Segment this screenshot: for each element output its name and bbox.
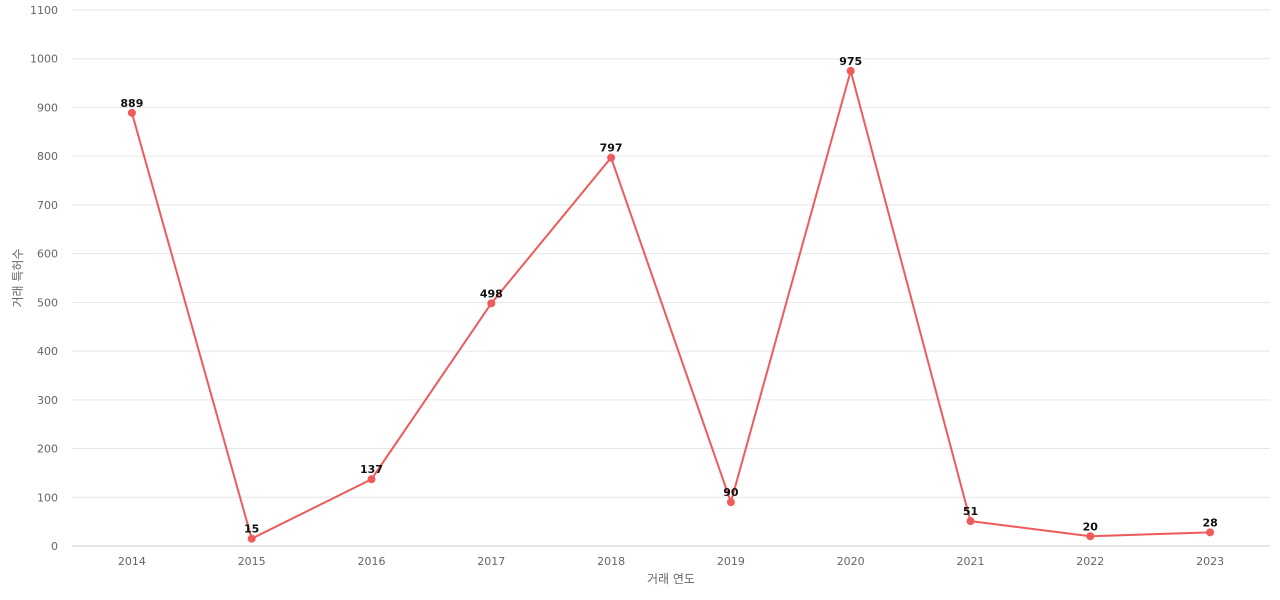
x-tick-label: 2020 bbox=[837, 555, 865, 568]
x-tick-label: 2014 bbox=[118, 555, 146, 568]
x-tick-label: 2017 bbox=[477, 555, 505, 568]
y-tick-label: 900 bbox=[37, 101, 58, 114]
data-points bbox=[127, 66, 1215, 543]
x-tick-label: 2015 bbox=[238, 555, 266, 568]
data-labels: 889 15 137 498 797 90 975 51 20 28 bbox=[120, 55, 1217, 536]
y-tick-label: 700 bbox=[37, 199, 58, 212]
x-axis-title: 거래 연도 bbox=[647, 572, 695, 586]
x-axis-ticks: 2014 2015 2016 2017 2018 2019 2020 2021 2022 2023 bbox=[118, 555, 1224, 568]
data-point[interactable] bbox=[726, 498, 735, 507]
data-point[interactable] bbox=[247, 534, 256, 543]
data-label: 889 bbox=[120, 97, 143, 110]
y-tick-label: 500 bbox=[37, 296, 58, 309]
x-tick-label: 2019 bbox=[717, 555, 745, 568]
y-tick-label: 800 bbox=[37, 150, 58, 163]
data-label: 51 bbox=[963, 505, 978, 518]
data-label: 28 bbox=[1202, 516, 1217, 529]
y-tick-label: 300 bbox=[37, 394, 58, 407]
y-tick-label: 1000 bbox=[30, 53, 58, 66]
y-tick-label: 1100 bbox=[30, 4, 58, 17]
x-tick-label: 2022 bbox=[1076, 555, 1104, 568]
gridlines bbox=[72, 9, 1270, 498]
y-tick-label: 100 bbox=[37, 491, 58, 504]
x-tick-label: 2023 bbox=[1196, 555, 1224, 568]
x-tick-label: 2016 bbox=[358, 555, 386, 568]
data-label: 797 bbox=[600, 142, 623, 155]
y-axis-ticks: 0 100 200 300 400 500 600 700 800 900 1000 1100 bbox=[30, 4, 58, 553]
data-label: 975 bbox=[839, 55, 862, 68]
data-point[interactable] bbox=[127, 108, 136, 117]
data-point[interactable] bbox=[607, 153, 616, 162]
y-tick-label: 0 bbox=[51, 540, 58, 553]
y-tick-label: 400 bbox=[37, 345, 58, 358]
y-axis-title: 거래 특허수 bbox=[11, 248, 25, 307]
data-point[interactable] bbox=[1206, 528, 1215, 537]
data-point[interactable] bbox=[1086, 532, 1095, 541]
data-label: 498 bbox=[480, 287, 503, 300]
x-tick-label: 2018 bbox=[597, 555, 625, 568]
data-point[interactable] bbox=[846, 66, 855, 75]
data-point[interactable] bbox=[966, 517, 975, 526]
data-point[interactable] bbox=[367, 475, 376, 484]
y-tick-label: 600 bbox=[37, 248, 58, 261]
series-line bbox=[130, 67, 1211, 541]
data-label: 20 bbox=[1083, 520, 1099, 533]
data-label: 137 bbox=[360, 463, 383, 476]
data-point[interactable] bbox=[487, 299, 496, 308]
data-label: 15 bbox=[244, 523, 259, 536]
y-tick-label: 200 bbox=[37, 443, 58, 456]
x-tick-label: 2021 bbox=[957, 555, 985, 568]
data-label: 90 bbox=[723, 486, 739, 499]
